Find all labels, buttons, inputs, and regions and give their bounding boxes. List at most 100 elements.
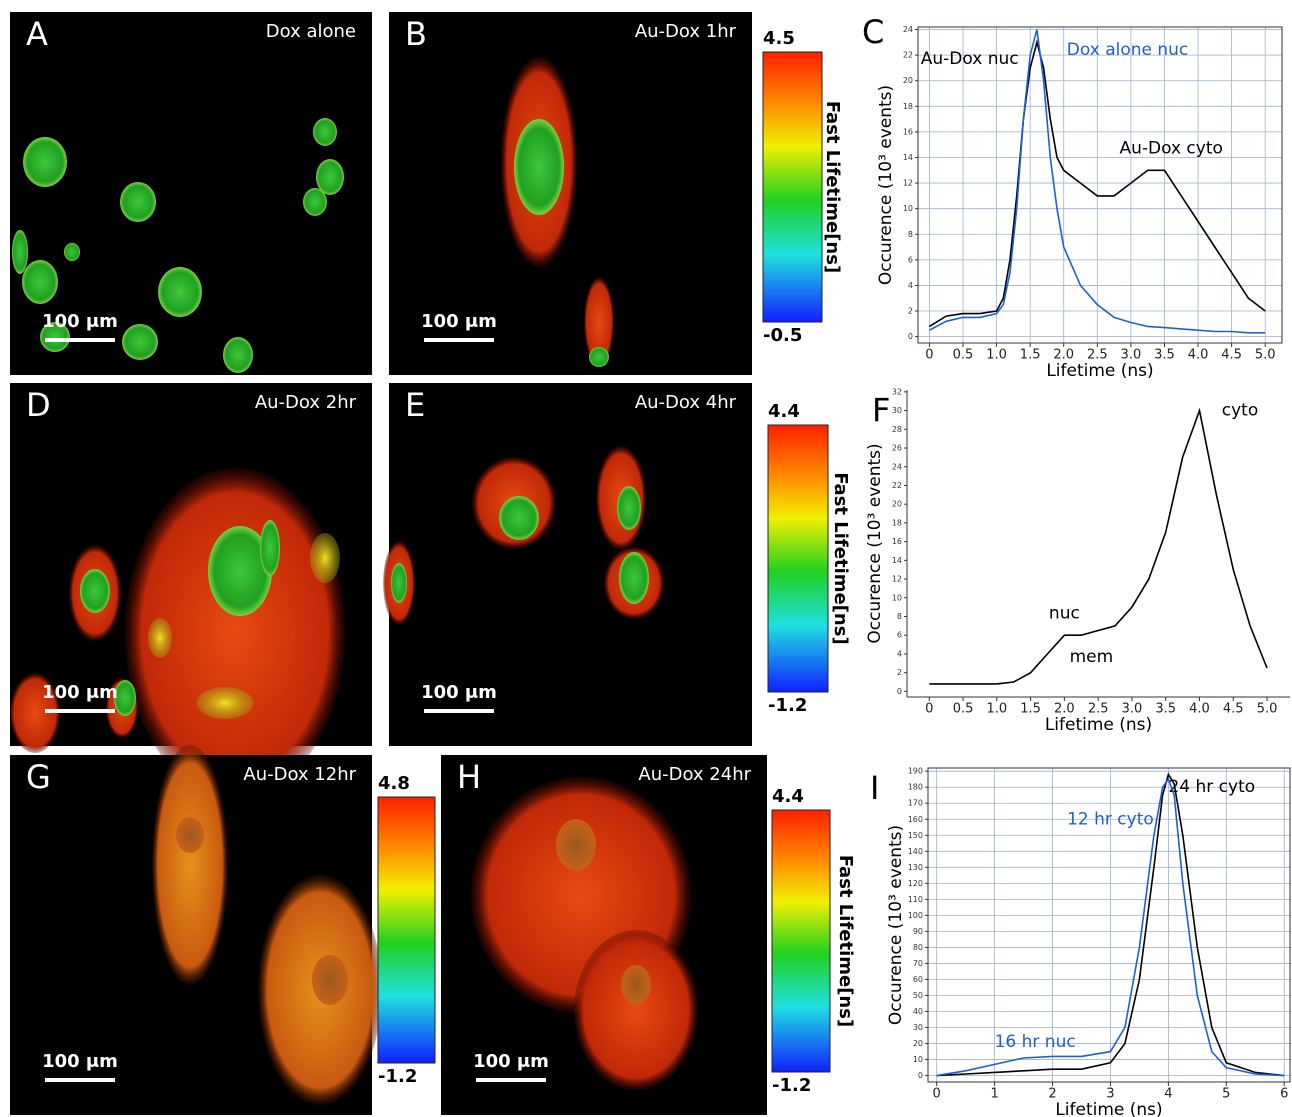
colorbar-label: Fast Lifetime[ns] bbox=[830, 472, 851, 644]
plot-frame bbox=[927, 767, 1291, 1083]
y-tick-label: 120 bbox=[908, 879, 923, 888]
y-tick-label: 4 bbox=[897, 649, 902, 658]
panel-label: I bbox=[870, 769, 879, 807]
cell bbox=[514, 119, 564, 215]
y-tick-label: 30 bbox=[892, 406, 902, 415]
cell bbox=[621, 965, 651, 1005]
cell bbox=[556, 819, 596, 871]
y-axis-label: Occurence (10³ events) bbox=[865, 443, 885, 643]
colorbar-max: 4.4 bbox=[768, 401, 800, 422]
y-tick-label: 80 bbox=[913, 943, 923, 952]
y-tick-label: 2 bbox=[897, 668, 902, 677]
y-tick-label: 12 bbox=[892, 575, 902, 584]
colorbar bbox=[762, 51, 823, 323]
y-tick-label: 110 bbox=[908, 895, 923, 904]
x-tick-label: 2.5 bbox=[1088, 702, 1109, 717]
x-tick-label: 4 bbox=[1164, 1087, 1172, 1102]
cell bbox=[619, 552, 649, 604]
x-tick-label: 5 bbox=[1222, 1087, 1230, 1102]
series-line bbox=[929, 29, 1266, 334]
series-line bbox=[936, 772, 1285, 1077]
x-tick-label: 0 bbox=[925, 348, 933, 363]
scale-bar-label: 100 μm bbox=[421, 311, 497, 332]
panel-title: Au-Dox 1hr bbox=[635, 21, 737, 42]
x-tick-label: 1.5 bbox=[1020, 348, 1041, 363]
y-tick-label: 150 bbox=[908, 831, 923, 840]
y-tick-label: 50 bbox=[913, 991, 923, 1000]
y-tick-label: 22 bbox=[892, 481, 902, 490]
x-tick-label: 5.0 bbox=[1257, 702, 1278, 717]
colorbar-min: -1.2 bbox=[378, 1066, 417, 1087]
cell bbox=[499, 496, 539, 540]
x-axis-label: Lifetime (ns) bbox=[1055, 1100, 1162, 1117]
panel-label: D bbox=[26, 386, 51, 424]
y-tick-label: 170 bbox=[908, 799, 923, 808]
y-tick-label: 6 bbox=[897, 631, 902, 640]
cell bbox=[617, 486, 641, 530]
colorbar-label: Fast Lifetime[ns] bbox=[835, 855, 856, 1027]
y-tick-label: 8 bbox=[908, 230, 913, 239]
y-tick-label: 60 bbox=[913, 975, 923, 984]
cell bbox=[312, 955, 348, 1005]
y-tick-label: 24 bbox=[892, 462, 902, 471]
y-tick-label: 160 bbox=[908, 815, 923, 824]
y-axis-label: Occurence (10³ events) bbox=[886, 825, 906, 1025]
cell bbox=[316, 159, 344, 195]
cell bbox=[589, 347, 609, 367]
cell bbox=[303, 188, 327, 216]
colorbar-min: -1.2 bbox=[768, 695, 807, 716]
y-tick-label: 26 bbox=[892, 444, 902, 453]
colorbar bbox=[767, 424, 829, 693]
x-tick-label: 2.5 bbox=[1087, 348, 1108, 363]
cell bbox=[313, 118, 337, 146]
y-tick-label: 12 bbox=[903, 179, 913, 188]
y-tick-label: 14 bbox=[903, 153, 913, 162]
y-tick-label: 130 bbox=[908, 863, 923, 872]
annotation: mem bbox=[1070, 647, 1114, 667]
x-tick-label: 4.5 bbox=[1221, 348, 1242, 363]
cell bbox=[260, 520, 280, 576]
x-tick-label: 3.5 bbox=[1155, 702, 1176, 717]
panel-title: Dox alone bbox=[266, 21, 356, 42]
panel-title: Au-Dox 12hr bbox=[243, 764, 356, 785]
scale-bar-label: 100 μm bbox=[473, 1051, 549, 1072]
colorbar-min: -0.5 bbox=[763, 325, 802, 346]
x-tick-label: 3.0 bbox=[1122, 702, 1143, 717]
x-tick-label: 1 bbox=[990, 1087, 998, 1102]
panel-label: C bbox=[862, 13, 884, 51]
cell bbox=[22, 260, 58, 304]
panel-label: B bbox=[405, 15, 427, 53]
cell bbox=[223, 337, 253, 373]
cell bbox=[114, 680, 136, 716]
y-tick-label: 0 bbox=[897, 687, 902, 696]
annotation: 16 hr nuc bbox=[995, 1032, 1076, 1052]
scale-bar-label: 100 μm bbox=[421, 682, 497, 703]
y-tick-label: 0 bbox=[918, 1071, 923, 1080]
y-tick-label: 180 bbox=[908, 783, 923, 792]
cell bbox=[80, 569, 110, 613]
cell bbox=[125, 468, 345, 798]
y-tick-label: 8 bbox=[897, 612, 902, 621]
scale-bar-label: 100 μm bbox=[42, 682, 118, 703]
x-axis-label: Lifetime (ns) bbox=[1045, 715, 1152, 735]
y-tick-label: 32 bbox=[892, 387, 902, 396]
x-tick-label: 4.0 bbox=[1188, 348, 1209, 363]
y-tick-label: 6 bbox=[908, 255, 913, 264]
x-tick-label: 1.0 bbox=[986, 702, 1007, 717]
x-tick-label: 6 bbox=[1280, 1087, 1288, 1102]
x-tick-label: 1.5 bbox=[1020, 702, 1041, 717]
x-tick-label: 0 bbox=[925, 702, 933, 717]
series-line bbox=[929, 407, 1268, 685]
y-tick-label: 16 bbox=[892, 537, 902, 546]
y-tick-label: 16 bbox=[903, 127, 913, 136]
colorbar-max: 4.4 bbox=[772, 786, 804, 807]
scale-bar-label: 100 μm bbox=[42, 311, 118, 332]
colorbar bbox=[377, 796, 436, 1064]
x-tick-label: 2.0 bbox=[1053, 348, 1074, 363]
y-tick-label: 190 bbox=[908, 767, 923, 776]
cell bbox=[310, 533, 340, 583]
panel-label: G bbox=[26, 758, 51, 796]
colorbar-label: Fast Lifetime[ns] bbox=[822, 101, 843, 273]
y-tick-label: 30 bbox=[913, 1023, 923, 1032]
